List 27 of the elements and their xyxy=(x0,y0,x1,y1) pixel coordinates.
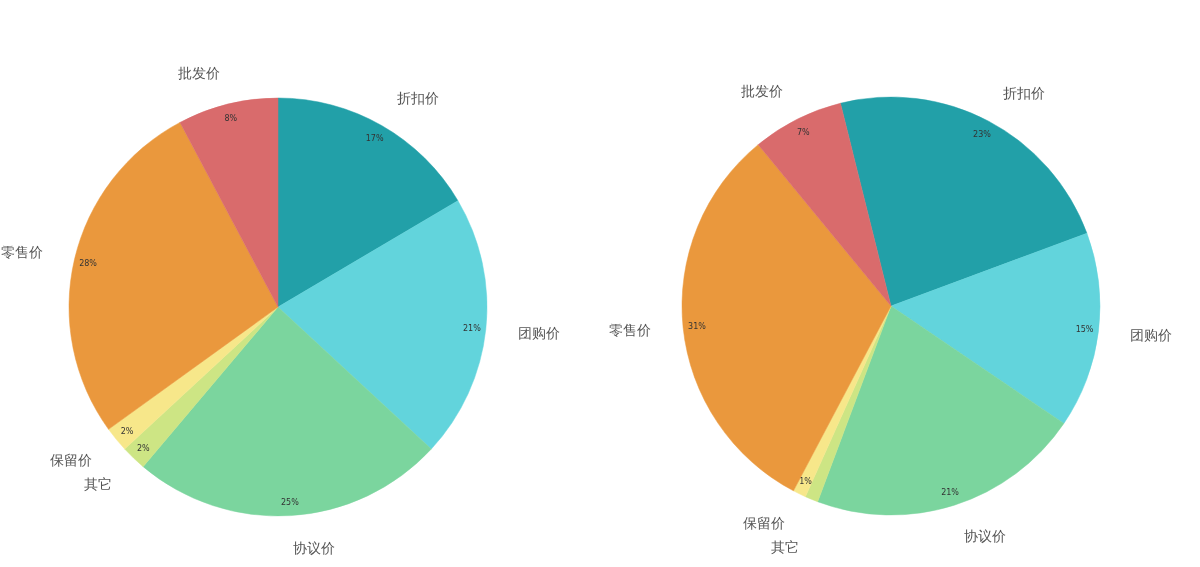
slice-label: 保留价 xyxy=(49,451,92,468)
slice-label: 批发价 xyxy=(740,82,783,99)
slice-label: 批发价 xyxy=(177,65,220,82)
data-label: 28% xyxy=(79,258,98,268)
slice-label: 其它 xyxy=(83,475,112,492)
data-label: 2% xyxy=(120,426,134,436)
slice-label: 其它 xyxy=(771,538,800,555)
slice-label: 零售价 xyxy=(1,244,44,261)
data-label: 31% xyxy=(688,321,707,331)
data-label: 7% xyxy=(796,127,811,137)
data-label: 1% xyxy=(799,477,813,487)
slice-label: 零售价 xyxy=(609,322,652,339)
slice-label: 折扣价 xyxy=(397,89,440,106)
data-label: 17% xyxy=(365,133,384,143)
slice-label: 团购价 xyxy=(1130,326,1173,343)
data-label: 21% xyxy=(463,323,482,333)
data-label: 25% xyxy=(281,497,300,507)
slice-label: 团购价 xyxy=(517,324,560,341)
slice-label: 协议价 xyxy=(964,527,1007,544)
data-label: 21% xyxy=(941,487,960,497)
slice-label: 折扣价 xyxy=(1003,84,1046,101)
slice-label: 保留价 xyxy=(743,514,786,531)
data-label: 23% xyxy=(973,129,992,139)
data-label: 15% xyxy=(1075,325,1094,335)
data-label: 8% xyxy=(224,113,238,123)
data-label: 2% xyxy=(136,444,151,453)
slice-label: 协议价 xyxy=(292,539,335,556)
